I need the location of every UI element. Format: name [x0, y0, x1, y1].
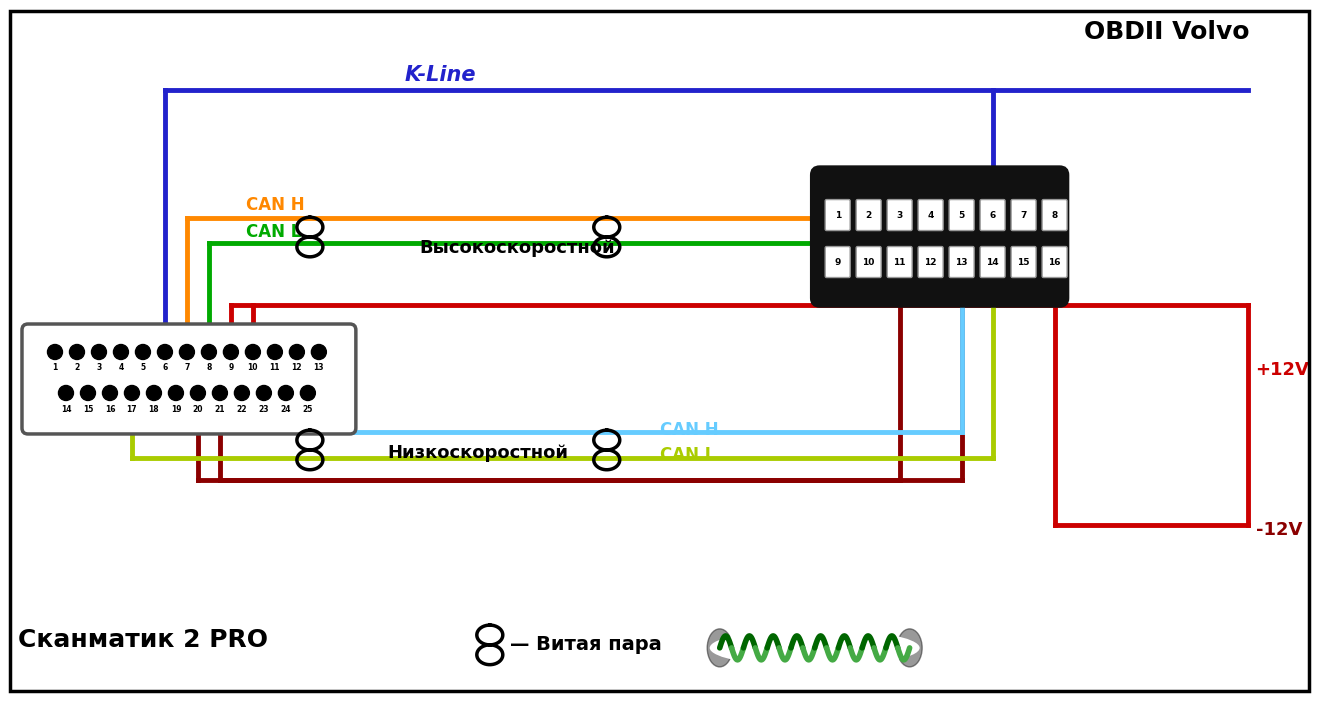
FancyBboxPatch shape [918, 200, 943, 231]
Text: -12V: -12V [1255, 521, 1303, 539]
Text: 11: 11 [893, 257, 906, 266]
Circle shape [91, 344, 107, 360]
Circle shape [114, 344, 128, 360]
Circle shape [147, 386, 161, 400]
Text: 2: 2 [865, 210, 872, 219]
Text: 20: 20 [193, 405, 203, 414]
Text: 15: 15 [83, 405, 94, 414]
Text: CAN H: CAN H [246, 196, 305, 214]
Circle shape [234, 386, 250, 400]
Circle shape [136, 344, 151, 360]
Circle shape [124, 386, 140, 400]
FancyBboxPatch shape [918, 247, 943, 278]
Text: 5: 5 [140, 364, 145, 372]
Circle shape [169, 386, 184, 400]
Text: 10: 10 [863, 257, 875, 266]
Text: CAN L: CAN L [246, 223, 301, 241]
FancyBboxPatch shape [856, 200, 881, 231]
Text: 4: 4 [119, 364, 124, 372]
Text: 9: 9 [835, 257, 841, 266]
Circle shape [246, 344, 260, 360]
Ellipse shape [709, 629, 919, 667]
Circle shape [213, 386, 227, 400]
Text: 1: 1 [835, 210, 840, 219]
Text: 6: 6 [162, 364, 168, 372]
Text: 12: 12 [292, 364, 303, 372]
Text: 5: 5 [959, 210, 964, 219]
Circle shape [180, 344, 194, 360]
Text: 16: 16 [104, 405, 115, 414]
Text: 2: 2 [74, 364, 79, 372]
Circle shape [312, 344, 326, 360]
FancyBboxPatch shape [811, 167, 1067, 306]
Text: 19: 19 [170, 405, 181, 414]
Text: 12: 12 [925, 257, 937, 266]
Circle shape [256, 386, 271, 400]
Text: Высокоскоростной: Высокоскоростной [420, 239, 616, 257]
Text: Сканматик 2 PRO: Сканматик 2 PRO [18, 628, 268, 652]
FancyBboxPatch shape [826, 200, 851, 231]
Circle shape [190, 386, 206, 400]
Circle shape [267, 344, 283, 360]
FancyBboxPatch shape [1042, 200, 1067, 231]
Text: 15: 15 [1017, 257, 1030, 266]
Text: 8: 8 [1052, 210, 1058, 219]
Text: 14: 14 [61, 405, 71, 414]
Circle shape [300, 386, 316, 400]
Text: 10: 10 [247, 364, 258, 372]
Text: 14: 14 [987, 257, 999, 266]
Ellipse shape [707, 629, 732, 667]
Text: 11: 11 [269, 364, 280, 372]
Text: 9: 9 [229, 364, 234, 372]
Text: 21: 21 [215, 405, 225, 414]
Circle shape [201, 344, 217, 360]
Circle shape [279, 386, 293, 400]
Text: CAN L: CAN L [659, 446, 715, 464]
FancyBboxPatch shape [1011, 200, 1036, 231]
Text: 7: 7 [184, 364, 190, 372]
Text: 4: 4 [927, 210, 934, 219]
Text: 16: 16 [1049, 257, 1061, 266]
Circle shape [58, 386, 74, 400]
Text: 13: 13 [955, 257, 968, 266]
Text: 1: 1 [53, 364, 58, 372]
FancyBboxPatch shape [856, 247, 881, 278]
Text: 25: 25 [303, 405, 313, 414]
Circle shape [157, 344, 173, 360]
Text: 22: 22 [236, 405, 247, 414]
FancyBboxPatch shape [1011, 247, 1036, 278]
FancyBboxPatch shape [980, 247, 1005, 278]
Text: 18: 18 [149, 405, 160, 414]
Text: 3: 3 [897, 210, 902, 219]
Text: 6: 6 [989, 210, 996, 219]
Text: 3: 3 [96, 364, 102, 372]
Text: +12V: +12V [1255, 361, 1309, 379]
Circle shape [103, 386, 118, 400]
Text: 23: 23 [259, 405, 269, 414]
FancyBboxPatch shape [948, 247, 974, 278]
Ellipse shape [897, 629, 922, 667]
Text: 13: 13 [313, 364, 324, 372]
FancyBboxPatch shape [1042, 247, 1067, 278]
Text: 8: 8 [206, 364, 211, 372]
Text: OBDII Volvo: OBDII Volvo [1085, 20, 1250, 44]
FancyBboxPatch shape [826, 247, 851, 278]
FancyBboxPatch shape [980, 200, 1005, 231]
Text: 17: 17 [127, 405, 137, 414]
Text: CAN H: CAN H [659, 421, 719, 439]
Circle shape [289, 344, 304, 360]
Text: 24: 24 [280, 405, 291, 414]
Circle shape [81, 386, 95, 400]
Text: 7: 7 [1020, 210, 1026, 219]
Circle shape [70, 344, 85, 360]
FancyBboxPatch shape [948, 200, 974, 231]
FancyBboxPatch shape [22, 324, 355, 434]
FancyBboxPatch shape [888, 200, 911, 231]
Circle shape [48, 344, 62, 360]
Text: Низкоскоростной: Низкоскоростной [388, 444, 569, 462]
Text: K-Line: K-Line [404, 65, 476, 85]
Circle shape [223, 344, 238, 360]
FancyBboxPatch shape [888, 247, 911, 278]
Text: — Витая пара: — Витая пара [510, 635, 662, 655]
